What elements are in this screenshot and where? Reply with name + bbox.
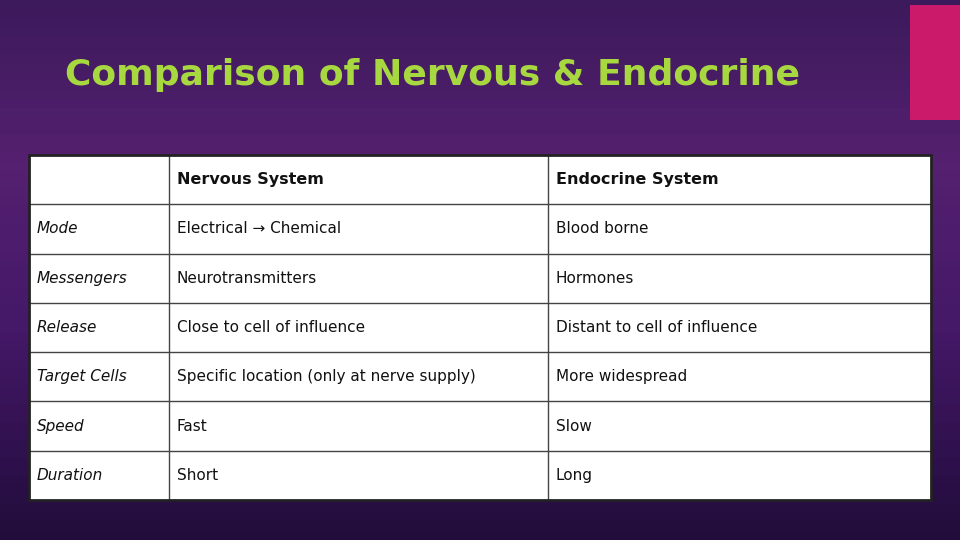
- Text: Short: Short: [177, 468, 218, 483]
- Bar: [0, 261, 960, 270]
- Bar: [0, 198, 960, 207]
- Bar: [0, 108, 960, 117]
- Bar: [0, 333, 960, 342]
- Text: Speed: Speed: [36, 418, 84, 434]
- Bar: [0, 270, 960, 279]
- Text: Close to cell of influence: Close to cell of influence: [177, 320, 365, 335]
- Bar: [0, 459, 960, 468]
- Bar: [0, 378, 960, 387]
- Text: More widespread: More widespread: [556, 369, 687, 384]
- Bar: [0, 54, 960, 63]
- Text: Hormones: Hormones: [556, 271, 634, 286]
- Bar: [0, 180, 960, 189]
- Text: Electrical → Chemical: Electrical → Chemical: [177, 221, 341, 237]
- Bar: [0, 513, 960, 522]
- Text: Duration: Duration: [36, 468, 103, 483]
- Bar: [0, 405, 960, 414]
- Bar: [0, 504, 960, 513]
- Text: Blood borne: Blood borne: [556, 221, 648, 237]
- Text: Distant to cell of influence: Distant to cell of influence: [556, 320, 757, 335]
- Bar: [0, 90, 960, 99]
- Bar: [0, 117, 960, 126]
- Bar: [0, 189, 960, 198]
- Bar: [0, 234, 960, 243]
- Text: Specific location (only at nerve supply): Specific location (only at nerve supply): [177, 369, 475, 384]
- Bar: [0, 423, 960, 432]
- Bar: [0, 126, 960, 135]
- Bar: [0, 342, 960, 351]
- Bar: [0, 306, 960, 315]
- Bar: [0, 225, 960, 234]
- Bar: [0, 522, 960, 531]
- Bar: [0, 477, 960, 486]
- Bar: [0, 279, 960, 288]
- Text: Target Cells: Target Cells: [36, 369, 127, 384]
- Bar: [0, 72, 960, 81]
- Text: Nervous System: Nervous System: [177, 172, 324, 187]
- Bar: [0, 252, 960, 261]
- Bar: [29, 155, 931, 500]
- Bar: [0, 387, 960, 396]
- Bar: [0, 324, 960, 333]
- Bar: [0, 414, 960, 423]
- Bar: [0, 171, 960, 180]
- Bar: [0, 36, 960, 45]
- Bar: [0, 531, 960, 540]
- Bar: [0, 45, 960, 54]
- Bar: [0, 360, 960, 369]
- Text: Slow: Slow: [556, 418, 591, 434]
- Text: Comparison of Nervous & Endocrine: Comparison of Nervous & Endocrine: [65, 58, 800, 92]
- Bar: [0, 495, 960, 504]
- Bar: [0, 207, 960, 216]
- Bar: [0, 396, 960, 405]
- Text: Long: Long: [556, 468, 592, 483]
- Bar: [0, 468, 960, 477]
- Bar: [0, 99, 960, 108]
- Text: Endocrine System: Endocrine System: [556, 172, 718, 187]
- Bar: [0, 162, 960, 171]
- Text: Neurotransmitters: Neurotransmitters: [177, 271, 317, 286]
- Bar: [0, 432, 960, 441]
- Text: Messengers: Messengers: [36, 271, 128, 286]
- Bar: [0, 9, 960, 18]
- Bar: [0, 144, 960, 153]
- Bar: [0, 81, 960, 90]
- Bar: [0, 486, 960, 495]
- Bar: [0, 27, 960, 36]
- Bar: [0, 63, 960, 72]
- Bar: [0, 450, 960, 459]
- Bar: [0, 288, 960, 297]
- Bar: [0, 135, 960, 144]
- Bar: [0, 351, 960, 360]
- Text: Mode: Mode: [36, 221, 79, 237]
- Bar: [910, 5, 960, 120]
- Bar: [0, 18, 960, 27]
- Bar: [0, 369, 960, 378]
- Text: Fast: Fast: [177, 418, 207, 434]
- Bar: [0, 216, 960, 225]
- Bar: [0, 297, 960, 306]
- Bar: [29, 155, 931, 500]
- Text: Release: Release: [36, 320, 97, 335]
- Bar: [0, 153, 960, 162]
- Bar: [0, 0, 960, 9]
- Bar: [0, 315, 960, 324]
- Bar: [0, 243, 960, 252]
- Bar: [0, 441, 960, 450]
